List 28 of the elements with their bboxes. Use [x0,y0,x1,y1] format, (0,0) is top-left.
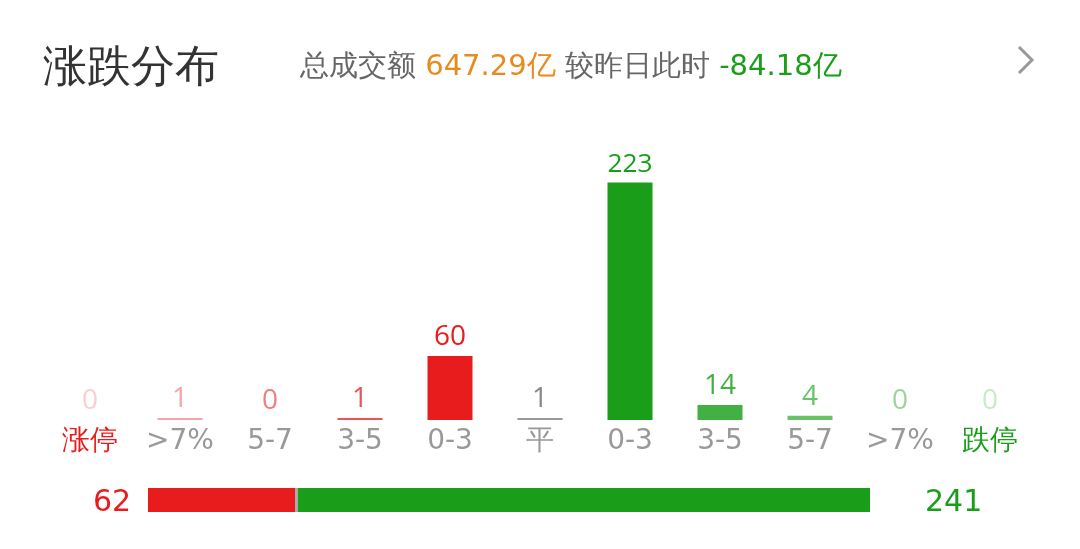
x-tick-label: 0-3 [427,423,473,456]
data-label: 241 [925,483,983,518]
x-tick-label: 平 [526,423,554,456]
data-label: 60 [433,315,467,354]
data-label: 0 [891,379,909,417]
x-tick-label: 5-7 [787,423,833,456]
data-label: 14 [703,364,737,403]
data-label: 223 [607,144,653,180]
x-tick-label: 0-3 [607,423,653,456]
data-label: 62 [93,483,132,518]
data-label: 0 [261,379,279,417]
bar [697,405,743,420]
data-label: 4 [801,374,819,413]
data-label: 1 [531,377,549,415]
chart-subtitle: 总成交额 647.29亿 较昨日此时 -84.18亿 [299,48,842,82]
bar [427,356,473,420]
chart-title: 涨跌分布 [43,39,220,91]
data-label: 1 [351,377,369,415]
x-tick-label: 涨停 [62,423,118,456]
x-tick-label: 5-7 [247,423,293,456]
bar [607,182,653,420]
x-tick-label: >7% [866,423,934,456]
bar [787,415,833,420]
data-label: 1 [171,377,189,415]
x-tick-label: 3-5 [337,423,383,456]
x-tick-label: >7% [146,423,214,456]
x-tick-label: 3-5 [697,423,743,456]
x-tick-label: 跌停 [962,423,1018,456]
